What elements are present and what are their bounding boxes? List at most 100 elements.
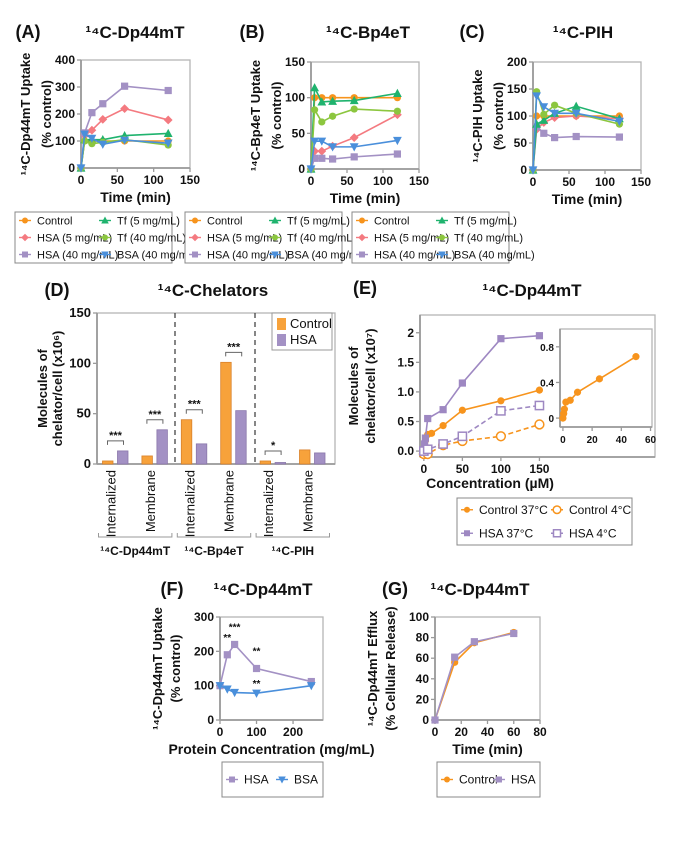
data-point	[532, 92, 541, 101]
y-tick-label: 100	[507, 109, 527, 123]
y-axis-label: (% control)	[491, 82, 506, 150]
data-point	[393, 88, 402, 97]
legend-label: HSA (40 mg/mL)	[207, 250, 288, 262]
chart-title: ¹⁴C-Bp4eT	[326, 23, 411, 42]
data-point	[349, 143, 359, 152]
y-tick-label: 80	[416, 631, 430, 645]
y-axis-label: (% Cellular Release)	[383, 606, 398, 730]
y-tick-label: 100	[409, 610, 429, 624]
legend-label: Control	[207, 216, 242, 228]
legend-label: Control 4°C	[569, 503, 631, 517]
data-point	[550, 109, 559, 118]
panel-f: (F) ¹⁴C-Dp44mT ¹⁴C-Dp44mT Uptake (% control…	[150, 579, 375, 757]
bar-control	[259, 460, 272, 465]
circle-marker-icon	[439, 234, 445, 241]
legend-label: Tf (5 mg/mL)	[117, 216, 180, 228]
data-point	[458, 406, 466, 414]
data-point	[528, 166, 538, 175]
data-point	[307, 677, 315, 686]
data-point	[427, 429, 436, 437]
panel-label: (A)	[16, 22, 41, 42]
legend-label: HSA (40 mg/mL)	[37, 250, 118, 262]
triangle-down-marker-icon	[271, 251, 279, 259]
x-axis-label: Time (min)	[330, 190, 401, 206]
legend-entry: Control	[356, 216, 409, 228]
x-tick-label: 100	[247, 725, 267, 739]
y-tick-label: 300	[55, 80, 75, 94]
legend-entry: Control	[189, 216, 242, 228]
data-point	[540, 110, 548, 118]
data-point	[540, 129, 548, 137]
y-tick-label: 0.0	[397, 444, 414, 458]
y-tick-label: 2	[407, 326, 414, 340]
legend: Control HSA	[436, 761, 541, 798]
open-circle-marker-icon	[552, 505, 562, 515]
data-point	[421, 434, 429, 442]
data-point	[560, 405, 568, 413]
legend-label: HSA (5 mg/mL)	[374, 233, 449, 245]
data-point	[328, 96, 337, 105]
legend-entry: Tf (40 mg/mL)	[436, 233, 523, 245]
bar-control	[220, 361, 232, 465]
data-point	[329, 112, 337, 120]
data-point	[571, 101, 581, 110]
data-point	[451, 653, 459, 661]
data-point	[80, 130, 90, 139]
data-point	[393, 107, 401, 115]
y-tick-label: 0	[548, 414, 554, 425]
panel-b: (B) ¹⁴C-Bp4eT ¹⁴C-Bp4eT Uptake (% control) 0…	[240, 22, 430, 206]
legend-label: Control	[290, 316, 332, 331]
chart-title: ¹⁴C-Dp44mT	[213, 580, 313, 599]
legend-label: Control	[459, 773, 498, 787]
significance-bracket	[146, 419, 164, 424]
legend-entry: HSA 4°C	[551, 526, 617, 540]
y-tick-label: 100	[285, 91, 305, 105]
legend-entry: Tf (5 mg/mL)	[99, 216, 180, 228]
data-point	[438, 439, 448, 449]
data-point	[424, 414, 432, 423]
diamond-marker-icon	[21, 233, 29, 242]
y-tick-label: 60	[416, 651, 430, 665]
y-tick-label: 1.0	[397, 385, 414, 399]
panel-label: (F)	[161, 579, 184, 599]
series-line	[310, 139, 398, 170]
data-point	[317, 97, 327, 106]
significance-label: *	[271, 440, 276, 452]
data-point	[573, 388, 582, 396]
significance-bracket	[264, 450, 282, 455]
legend-label: HSA	[244, 773, 269, 787]
bar-control	[180, 419, 193, 465]
x-tick-label: 60	[645, 435, 657, 446]
data-point	[310, 137, 319, 146]
data-point	[223, 651, 231, 659]
data-point	[566, 396, 574, 404]
series-hsa	[431, 629, 518, 724]
significance-label: ***	[229, 622, 241, 633]
data-point	[539, 115, 549, 124]
x-tick-label: 20	[455, 725, 469, 739]
x-tick-label: 50	[562, 175, 576, 189]
x-tick-label: 60	[507, 725, 521, 739]
data-point	[551, 134, 559, 142]
square-marker-icon	[229, 776, 235, 783]
plot-frame	[559, 328, 653, 428]
y-tick-label: 50	[514, 136, 528, 150]
legend-label: HSA	[511, 773, 536, 787]
legend-box	[456, 497, 633, 546]
legend-label: Tf (5 mg/mL)	[454, 216, 517, 228]
x-tick-label: 0	[530, 175, 537, 189]
x-tick-label: 0	[217, 725, 224, 739]
data-point	[535, 332, 544, 340]
data-point	[230, 688, 240, 698]
data-point	[470, 638, 478, 646]
panel-label: (D)	[45, 280, 70, 300]
data-point	[252, 689, 261, 698]
plot-frame	[80, 59, 191, 169]
circle-marker-icon	[102, 234, 108, 241]
series-control-37-c	[559, 353, 640, 422]
bar-control	[102, 460, 114, 465]
legend-label: Tf (40 mg/mL)	[287, 233, 356, 245]
x-tick-label: 50	[111, 173, 125, 187]
circle-marker-icon	[22, 217, 28, 224]
circle-marker-icon	[464, 506, 470, 513]
